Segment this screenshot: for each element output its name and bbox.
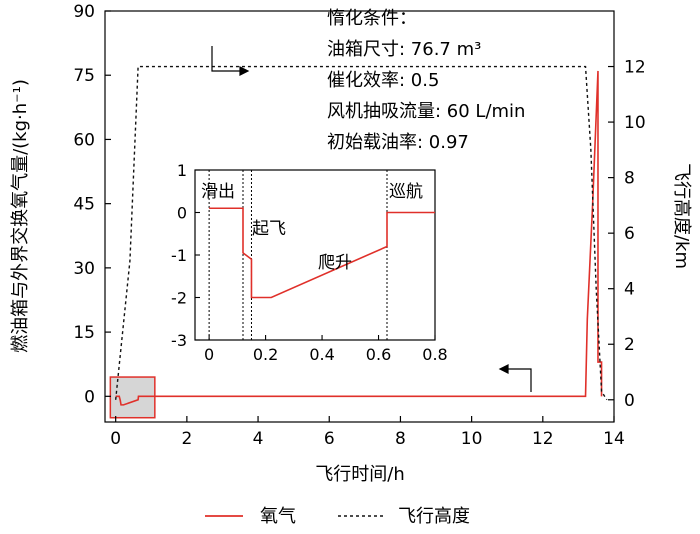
y-tick-label: 0 [84, 387, 95, 407]
inset-x-tick-label: 0.8 [422, 345, 447, 364]
y-tick-label: 75 [73, 66, 95, 86]
x-axis-ticks: 0 2 4 6 8 10 12 14 [110, 416, 625, 449]
inset-y-tick-label: 0 [177, 204, 187, 223]
y2-tick-label: 2 [624, 335, 635, 355]
y2-tick-label: 12 [624, 58, 646, 78]
y2-tick-label: 10 [624, 113, 646, 133]
phase-label-climb: 爬升 [318, 253, 352, 273]
y-tick-label: 30 [73, 259, 95, 279]
phase-label-takeoff: 起飞 [252, 219, 286, 239]
y-tick-label: 60 [73, 130, 95, 150]
inset-x-tick-label: 0.2 [253, 345, 278, 364]
conditions-title: 惰化条件： [327, 8, 417, 29]
x-tick-label: 2 [181, 429, 192, 449]
inset-y-tick-label: -1 [171, 246, 187, 265]
legend: 氧气 飞行高度 [205, 506, 470, 527]
legend-label-altitude: 飞行高度 [398, 506, 470, 527]
x-tick-label: 0 [110, 429, 121, 449]
x-tick-label: 10 [461, 429, 483, 449]
inset-x-tick-label: 0.4 [309, 345, 334, 364]
inset-x-tick-label: 0 [204, 345, 214, 364]
x-axis-title: 飞行时间/h [315, 464, 404, 485]
inset-y-tick-label: 1 [177, 161, 187, 180]
x-tick-label: 12 [532, 429, 554, 449]
y2-tick-label: 0 [624, 391, 635, 411]
inset-frame [194, 169, 436, 341]
y-axis-left-title: 燃油箱与外界交换氧气量/(kg·h⁻¹) [10, 79, 31, 353]
y2-tick-label: 8 [624, 169, 635, 189]
inset-x-tick-label: 0.6 [366, 345, 391, 364]
inset-y-tick-label: -2 [171, 289, 187, 308]
inset-y-tick-label: -3 [171, 331, 187, 350]
condition-tank-size: 油箱尺寸: 76.7 m³ [327, 39, 481, 60]
condition-fan-flow: 风机抽吸流量: 60 L/min [327, 101, 525, 122]
condition-catalyst-efficiency: 催化效率: 0.5 [327, 70, 439, 91]
y2-tick-label: 4 [624, 280, 635, 300]
inset-y-ticks: 1 0 -1 -2 -3 [171, 161, 200, 350]
legend-label-oxygen: 氧气 [260, 506, 296, 527]
phase-label-cruise: 巡航 [389, 182, 423, 202]
y-tick-label: 15 [73, 323, 95, 343]
y-tick-label: 45 [73, 195, 95, 215]
highlight-box [109, 376, 156, 419]
left-axis-arrow [498, 364, 532, 392]
inset-phase-lines [208, 170, 388, 340]
inset-chart: 0 0.2 0.4 0.6 0.8 1 0 -1 -2 -3 滑出 起飞 爬升 巡航 [171, 161, 448, 364]
x-tick-label: 4 [253, 429, 264, 449]
phase-label-taxi: 滑出 [201, 182, 235, 202]
y-axis-right-title: 飞行高度/km [671, 163, 692, 269]
x-tick-label: 14 [603, 429, 625, 449]
y-axis-left-ticks: 0 15 30 45 60 75 90 [73, 2, 111, 407]
y-tick-label: 90 [73, 2, 95, 22]
x-tick-label: 8 [395, 429, 406, 449]
inset-series-oxygen [209, 207, 435, 299]
inset-x-ticks: 0 0.2 0.4 0.6 0.8 [204, 335, 448, 364]
right-axis-arrow [211, 46, 250, 76]
x-tick-label: 6 [324, 429, 335, 449]
condition-initial-load: 初始载油率: 0.97 [327, 132, 469, 153]
y-axis-right-ticks: 0 2 4 6 8 10 12 [608, 58, 646, 411]
plot-frame [104, 10, 615, 423]
series-altitude-line [114, 65, 608, 401]
y2-tick-label: 6 [624, 224, 635, 244]
